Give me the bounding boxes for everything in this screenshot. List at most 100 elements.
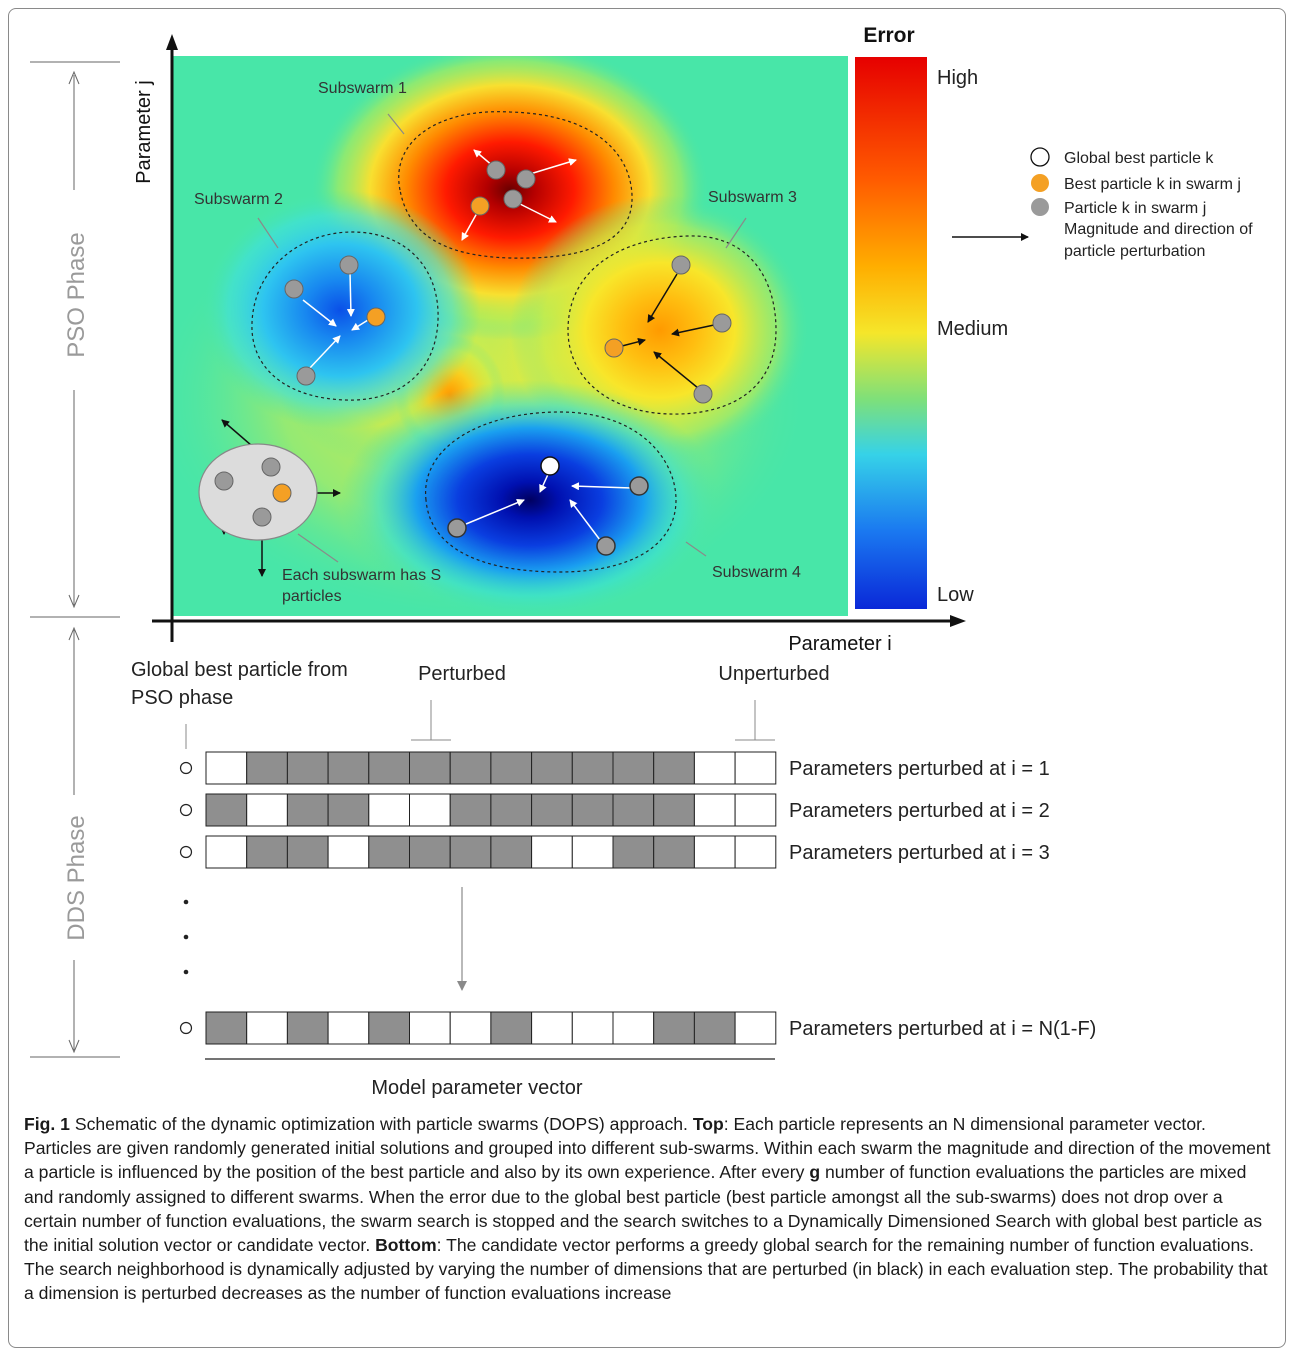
- unperturbed-parameter-cell: [531, 835, 573, 869]
- particle: [486, 160, 506, 180]
- subswarm-note-line1: Each subswarm has S: [282, 567, 441, 584]
- subswarm-4-label: Subswarm 4: [712, 564, 801, 581]
- legend-global-best-label: Global best particle k: [1064, 150, 1214, 167]
- perturbed-parameter-cell: [246, 751, 288, 785]
- colorbar-medium: Medium: [937, 318, 1008, 340]
- candidate-vector-marker: [179, 761, 193, 775]
- perturbed-parameter-cell: [327, 751, 370, 785]
- subswarm-1-label: Subswarm 1: [318, 80, 407, 97]
- particle: [629, 476, 649, 496]
- dds-row-label: Parameters perturbed at i = 3: [789, 842, 1050, 864]
- perturbed-parameter-cell: [571, 793, 614, 827]
- dds-row-3: Parameters perturbed at i = 3: [179, 835, 1050, 869]
- colorbar: [855, 57, 927, 609]
- dds-parameter-rows: Parameters perturbed at i = 1 Parameters …: [179, 751, 1096, 1045]
- perturbed-parameter-cell: [449, 793, 492, 827]
- unperturbed-parameter-cell: [693, 793, 736, 827]
- particle: [712, 313, 732, 333]
- perturbed-parameter-cell: [653, 751, 695, 785]
- caption-fig-label: Fig. 1: [24, 1114, 70, 1134]
- particle: [596, 536, 616, 556]
- x-axis-label: Parameter i: [788, 633, 891, 655]
- perturbed-parameter-cell: [571, 751, 614, 785]
- best-particle: [366, 307, 386, 327]
- perturbed-parameter-cell: [368, 1011, 410, 1045]
- perturbed-label: Perturbed: [418, 663, 506, 685]
- perturbed-parameter-cell: [327, 793, 370, 827]
- legend-arrow-label-line2: particle perturbation: [1064, 243, 1205, 260]
- legend-global-best-icon: [1030, 147, 1050, 167]
- candidate-vector-marker: [179, 1021, 193, 1035]
- unperturbed-parameter-cell: [571, 835, 614, 869]
- perturbed-parameter-cell: [205, 793, 248, 827]
- caption-text-1: Schematic of the dynamic optimization wi…: [69, 1114, 693, 1134]
- perturbed-parameter-cell: [531, 793, 573, 827]
- label-brackets: [411, 700, 775, 741]
- caption-text-4: : The candidate vector performs a greedy…: [24, 1235, 1268, 1304]
- unperturbed-parameter-cell: [368, 793, 410, 827]
- perturbed-parameter-cell: [693, 1011, 736, 1045]
- perturbed-parameter-cell: [286, 835, 329, 869]
- candidate-vector-marker: [179, 803, 193, 817]
- unperturbed-parameter-cell: [409, 1011, 451, 1045]
- subswarm-3-label: Subswarm 3: [708, 189, 797, 206]
- subswarm-2-boundary: [251, 231, 439, 401]
- subswarm-1-boundary: [398, 111, 633, 259]
- perturbed-parameter-cell: [449, 835, 492, 869]
- subswarm-leaders: [257, 113, 747, 563]
- dds-row-label: Parameters perturbed at i = 1: [789, 758, 1050, 780]
- perturbed-parameter-cell: [286, 751, 329, 785]
- perturbed-parameter-cell: [531, 751, 573, 785]
- plot-axes: [152, 34, 966, 642]
- particle: [516, 169, 536, 189]
- dops-schematic: Parameter j Parameter i PSO Phase DDS Ph…: [30, 24, 1253, 1099]
- unperturbed-parameter-cell: [205, 751, 248, 785]
- unperturbed-parameter-cell: [693, 751, 736, 785]
- particles: [284, 160, 732, 556]
- perturbed-parameter-cell: [490, 835, 533, 869]
- unperturbed-parameter-cell: [734, 835, 777, 869]
- ellipsis-dots: [183, 899, 189, 975]
- caption-text-3: number of function evaluations the parti…: [24, 1162, 1263, 1256]
- best-particle: [604, 338, 624, 358]
- perturbed-parameter-cell: [286, 793, 329, 827]
- unperturbed-parameter-cell: [246, 793, 288, 827]
- legend-best-label: Best particle k in swarm j: [1064, 176, 1241, 193]
- perturbed-parameter-cell: [368, 751, 410, 785]
- legend: [952, 147, 1050, 241]
- unperturbed-parameter-cell: [531, 1011, 573, 1045]
- particle: [339, 255, 359, 275]
- phase-brackets: [30, 61, 120, 1058]
- unperturbed-label: Unperturbed: [718, 663, 829, 685]
- perturbed-parameter-cell: [246, 835, 288, 869]
- candidate-vector-marker: [179, 845, 193, 859]
- particle: [296, 366, 316, 386]
- particle: [671, 255, 691, 275]
- dds-row-label: Parameters perturbed at i = N(1-F): [789, 1018, 1096, 1040]
- perturbed-parameter-cell: [653, 1011, 695, 1045]
- unperturbed-parameter-cell: [734, 1011, 777, 1045]
- perturbed-parameter-cell: [490, 1011, 533, 1045]
- unperturbed-parameter-cell: [734, 793, 777, 827]
- perturbed-parameter-cell: [490, 793, 533, 827]
- perturbed-parameter-cell: [286, 1011, 329, 1045]
- global-best-particle: [540, 456, 560, 476]
- dds-row-2: Parameters perturbed at i = 2: [179, 793, 1050, 827]
- dds-row-label: Parameters perturbed at i = 2: [789, 800, 1050, 822]
- figure-caption: Fig. 1 Schematic of the dynamic optimiza…: [24, 1112, 1278, 1306]
- perturbed-parameter-cell: [368, 835, 410, 869]
- unperturbed-parameter-cell: [612, 1011, 655, 1045]
- particle: [284, 279, 304, 299]
- colorbar-title: Error: [863, 24, 914, 47]
- subswarm-note-line2: particles: [282, 588, 342, 605]
- figure-frame: [8, 8, 1286, 1348]
- subswarm-boundaries: [251, 111, 777, 573]
- perturbed-parameter-cell: [490, 751, 533, 785]
- legend-particle-label: Particle k in swarm j: [1064, 200, 1206, 217]
- unperturbed-parameter-cell: [327, 1011, 370, 1045]
- unperturbed-parameter-cell: [571, 1011, 614, 1045]
- perturbed-parameter-cell: [205, 1011, 248, 1045]
- global-best-from-pso-line1: Global best particle from: [131, 659, 348, 681]
- unperturbed-parameter-cell: [205, 835, 248, 869]
- colorbar-low: Low: [937, 584, 974, 606]
